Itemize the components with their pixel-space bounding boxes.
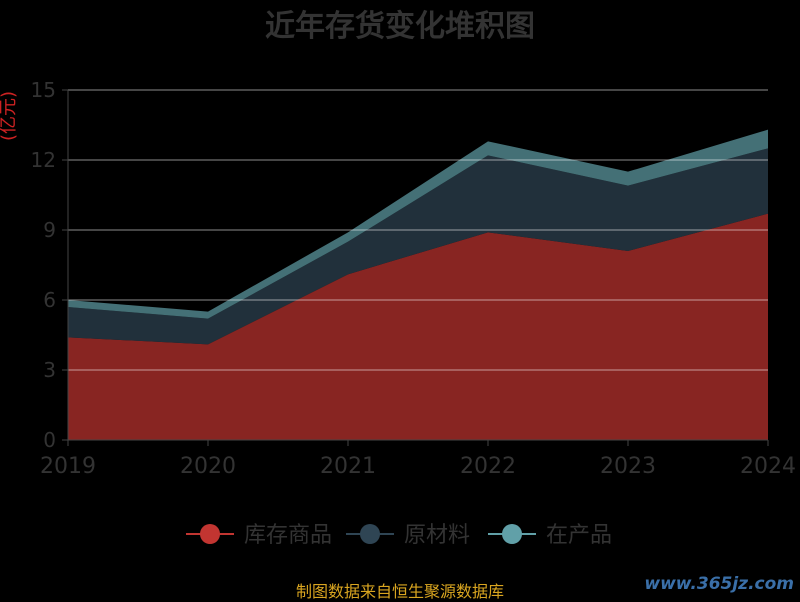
legend-marker-2	[502, 524, 522, 544]
area-series-2	[68, 129, 768, 319]
x-tick-label-4: 2023	[600, 454, 656, 479]
area-series-1	[68, 148, 768, 345]
legend-label-2: 在产品	[546, 523, 612, 548]
y-tick-label-4: 12	[31, 148, 56, 172]
legend-marker-0	[200, 524, 220, 544]
y-tick-label-0: 0	[43, 428, 56, 452]
legend-label-0: 库存商品	[244, 523, 332, 548]
y-tick-label-3: 9	[43, 218, 56, 242]
legend-label-1: 原材料	[404, 523, 470, 548]
x-tick-label-5: 2024	[740, 454, 796, 479]
x-tick-label-0: 2019	[40, 454, 96, 479]
data-source-note: 制图数据来自恒生聚源数据库	[295, 582, 504, 601]
chart-title: 近年存货变化堆积图	[265, 9, 535, 44]
x-tick-label-3: 2022	[460, 454, 516, 479]
x-tick-label-1: 2020	[180, 454, 236, 479]
y-tick-label-1: 3	[43, 358, 56, 382]
x-tick-label-2: 2021	[320, 454, 376, 479]
legend-marker-1	[360, 524, 380, 544]
y-tick-label-5: 15	[31, 78, 56, 102]
watermark: www.365jz.com	[644, 574, 794, 594]
area-series-0	[68, 213, 768, 440]
y-tick-label-2: 6	[43, 288, 56, 312]
y-axis-label: (亿元)	[0, 91, 19, 141]
